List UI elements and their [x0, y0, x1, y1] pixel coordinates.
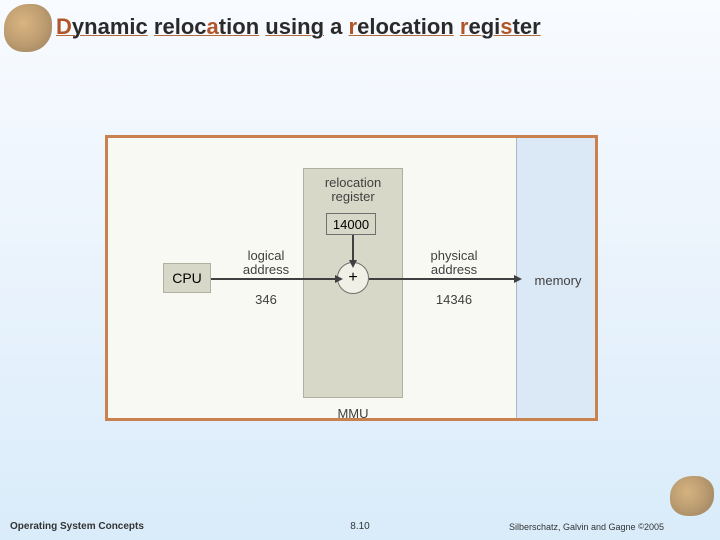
physical-address-value: 14346 — [424, 292, 484, 307]
reg-to-adder-line — [352, 235, 354, 262]
logical-arrow-head — [335, 275, 343, 283]
dino-logo-top-left — [4, 4, 52, 52]
title-word: Dynamic — [56, 14, 148, 39]
footer-copyright: Silberschatz, Galvin and Gagne ©2005 — [509, 522, 664, 532]
title-word: register — [460, 14, 541, 39]
logical-arrow-line — [211, 278, 337, 280]
title-word: relocation — [154, 14, 259, 39]
physical-arrow-head — [514, 275, 522, 283]
reg-to-adder-head — [349, 260, 357, 268]
mmu-label: MMU — [333, 406, 373, 421]
title-word: a — [330, 14, 342, 39]
title-word: relocation — [349, 14, 454, 39]
diagram-stage: MMUmemoryCPUrelocation register14000+log… — [108, 138, 595, 418]
diagram-frame: MMUmemoryCPUrelocation register14000+log… — [105, 135, 598, 421]
physical-arrow-line — [369, 278, 516, 280]
physical-address-label: physical address — [424, 249, 484, 277]
memory-label: memory — [528, 273, 588, 288]
logical-address-value: 346 — [236, 292, 296, 307]
cpu-block: CPU — [163, 263, 211, 293]
reloc-register-label: relocation register — [323, 176, 383, 204]
title-word: using — [265, 14, 324, 39]
dino-logo-bottom-right — [670, 476, 714, 516]
reloc-register-value: 14000 — [326, 213, 376, 235]
logical-address-label: logical address — [236, 249, 296, 277]
slide-title: Dynamic relocation using a relocation re… — [56, 14, 541, 40]
